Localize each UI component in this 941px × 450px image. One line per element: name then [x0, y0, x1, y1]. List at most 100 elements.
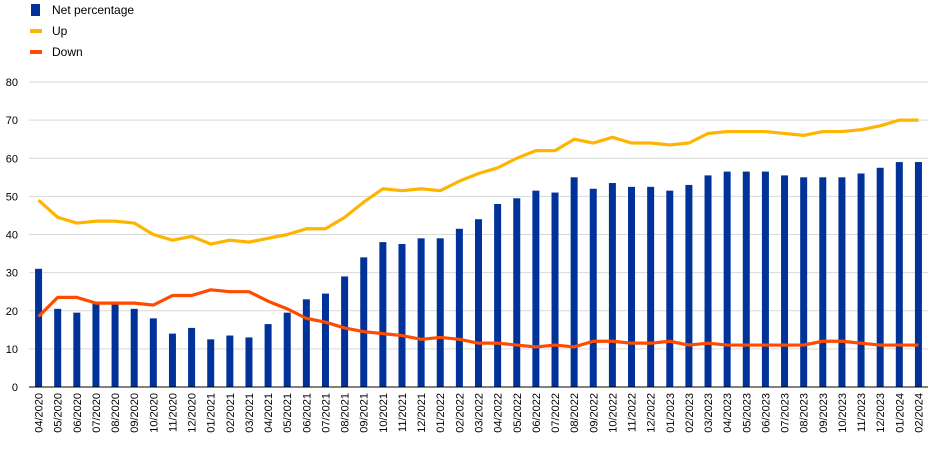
x-tick-label: 06/2022 — [531, 393, 543, 433]
x-tick-label: 11/2020 — [167, 393, 179, 432]
bar — [513, 198, 521, 387]
x-tick-label: 03/2023 — [703, 393, 715, 433]
x-tick-label: 09/2021 — [359, 393, 371, 433]
bar — [226, 335, 234, 387]
bar — [704, 175, 712, 387]
bar — [264, 324, 272, 387]
y-tick-label: 20 — [6, 306, 18, 318]
bar — [321, 293, 329, 387]
x-tick-label: 02/2024 — [913, 393, 925, 433]
x-tick-label: 06/2021 — [301, 393, 313, 433]
bar — [589, 188, 597, 387]
bar — [781, 175, 789, 387]
y-tick-label: 50 — [6, 191, 18, 203]
y-tick-label: 40 — [6, 230, 18, 242]
x-tick-label: 05/2023 — [741, 393, 753, 433]
x-tick-label: 05/2020 — [53, 393, 65, 433]
x-tick-label: 12/2021 — [416, 393, 428, 433]
legend-label: Down — [52, 45, 83, 59]
x-tick-label: 07/2023 — [780, 393, 792, 433]
legend-swatch-bar — [31, 4, 40, 16]
x-tick-label: 02/2021 — [225, 393, 237, 433]
x-tick-label: 09/2022 — [588, 393, 600, 433]
bar — [819, 177, 827, 387]
legend-swatch-line — [30, 29, 42, 33]
bar — [838, 177, 846, 387]
y-axis: 0 10 20 30 40 50 60 70 80 — [6, 77, 18, 394]
bar — [35, 268, 43, 387]
bar — [742, 171, 750, 387]
legend-swatch-line — [30, 50, 42, 54]
x-tick-label: 05/2022 — [512, 393, 524, 433]
x-tick-label: 12/2023 — [875, 393, 887, 433]
bar — [532, 190, 540, 387]
bar-series — [35, 162, 922, 387]
x-tick-label: 10/2023 — [837, 393, 849, 433]
x-tick-label: 11/2021 — [397, 393, 409, 432]
x-tick-label: 04/2022 — [493, 393, 505, 433]
bar — [685, 184, 693, 387]
bar — [168, 333, 176, 387]
bar — [723, 171, 731, 387]
x-tick-label: 04/2023 — [722, 393, 734, 433]
legend: Net percentage Up Down — [30, 3, 134, 59]
bar — [360, 257, 368, 387]
y-tick-label: 60 — [6, 153, 18, 165]
bar — [800, 177, 808, 387]
y-tick-label: 0 — [12, 382, 18, 394]
bar — [666, 190, 674, 387]
x-tick-label: 07/2020 — [91, 393, 103, 433]
bar — [628, 186, 636, 387]
x-tick-label: 02/2022 — [454, 393, 466, 433]
x-tick-label: 01/2024 — [894, 393, 906, 433]
bar — [149, 318, 157, 387]
bar — [436, 238, 444, 387]
x-tick-label: 04/2021 — [263, 393, 275, 433]
x-tick-label: 10/2022 — [607, 393, 619, 433]
bar — [761, 171, 769, 387]
legend-label: Net percentage — [52, 3, 134, 17]
bar — [914, 162, 922, 387]
bar — [207, 339, 215, 387]
x-tick-label: 09/2020 — [129, 393, 141, 433]
bar — [475, 219, 482, 387]
x-tick-label: 06/2020 — [72, 393, 84, 433]
y-tick-label: 30 — [6, 268, 18, 280]
bar — [379, 242, 387, 387]
bar — [73, 312, 81, 387]
y-tick-label: 10 — [6, 344, 18, 356]
x-tick-label: 03/2021 — [244, 393, 256, 433]
x-tick-label: 06/2023 — [760, 393, 772, 433]
series-line-up — [37, 166, 499, 246]
x-tick-label: 03/2022 — [474, 393, 486, 433]
x-tick-label: 01/2023 — [665, 393, 677, 433]
x-tick-label: 12/2022 — [646, 393, 658, 433]
x-tick-label: 10/2021 — [378, 393, 390, 433]
x-tick-label: 08/2021 — [340, 393, 352, 433]
x-tick-label: 01/2021 — [206, 393, 218, 433]
x-tick-label: 05/2021 — [282, 393, 294, 433]
x-tick-label: 11/2023 — [856, 393, 868, 432]
y-tick-label: 80 — [6, 77, 18, 89]
x-tick-label: 12/2020 — [187, 393, 199, 433]
bar — [341, 276, 349, 387]
bar — [551, 192, 559, 387]
x-tick-label: 01/2022 — [435, 393, 447, 433]
x-tick-label: 08/2022 — [569, 393, 581, 433]
x-tick-label: 10/2020 — [148, 393, 160, 433]
bar — [876, 167, 884, 387]
bar — [188, 327, 196, 387]
series-line-up — [496, 118, 919, 170]
bar — [647, 186, 655, 387]
x-tick-label: 07/2022 — [550, 393, 562, 433]
x-tick-label: 08/2023 — [799, 393, 811, 433]
legend-label: Up — [52, 24, 68, 38]
x-tick-label: 07/2021 — [320, 393, 332, 433]
bar — [283, 312, 291, 387]
bar — [130, 308, 138, 387]
bar — [857, 173, 865, 387]
bar — [895, 162, 903, 387]
bar — [455, 228, 463, 387]
line-series — [37, 118, 919, 349]
